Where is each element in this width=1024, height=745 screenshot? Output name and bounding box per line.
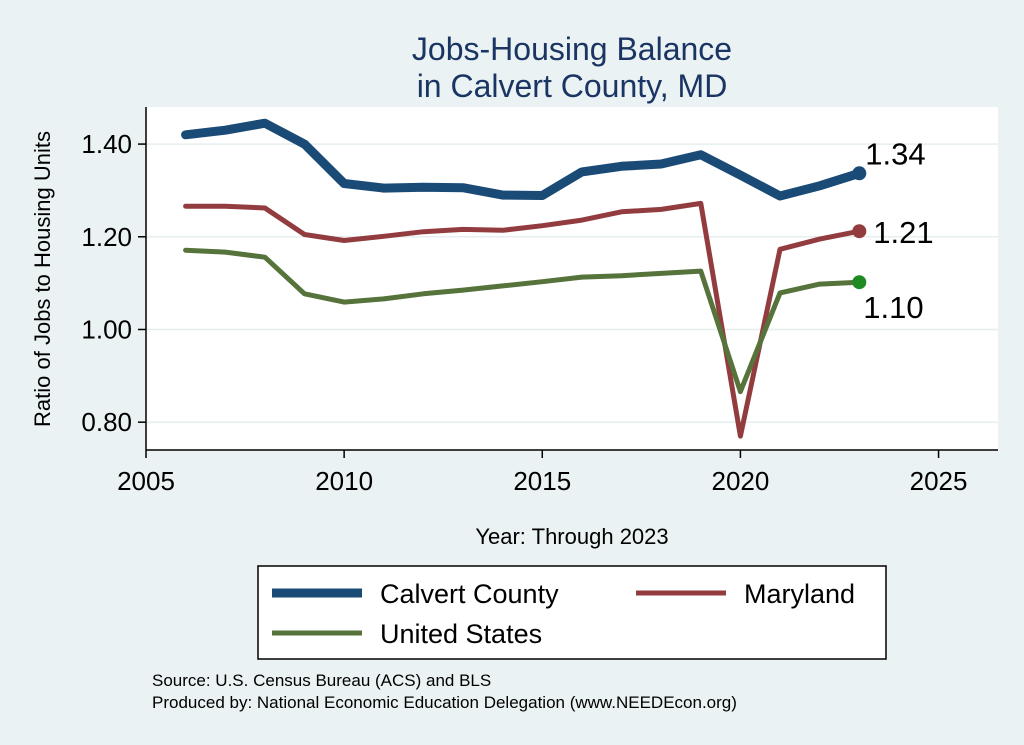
y-tick-label: 0.80 [81, 407, 132, 437]
end-point-united-states [852, 275, 867, 290]
chart-title-line1: Jobs-Housing Balance [412, 31, 732, 67]
end-label-calvert-county: 1.34 [865, 136, 925, 171]
end-point-maryland [852, 224, 867, 239]
end-label-united-states: 1.10 [863, 290, 923, 325]
legend-label: Maryland [744, 579, 855, 609]
series-line-maryland [183, 200, 862, 439]
legend-item-maryland: Maryland [636, 579, 855, 609]
chart-title-line2: in Calvert County, MD [417, 68, 728, 104]
legend-label: Calvert County [380, 579, 559, 609]
y-tick-label: 1.40 [81, 129, 132, 159]
legend: Calvert County Maryland United States [257, 565, 887, 660]
y-tick-label: 1.20 [81, 222, 132, 252]
x-axis-label: Year: Through 2023 [475, 524, 668, 549]
source-note: Source: U.S. Census Bureau (ACS) and BLS [152, 671, 491, 690]
legend-box [257, 565, 887, 660]
x-tick-label: 2025 [910, 466, 968, 496]
y-tick-label: 1.00 [81, 314, 132, 344]
legend-label: United States [380, 619, 542, 649]
end-label-maryland: 1.21 [873, 215, 933, 250]
y-axis-label: Ratio of Jobs to Housing Units [30, 131, 55, 427]
x-tick-label: 2020 [711, 466, 769, 496]
end-point-calvert-county [852, 166, 867, 181]
tick-labels: 0.80 1.00 1.20 1.40 2005 2010 2015 2020 2025 [81, 129, 967, 496]
x-tick-label: 2015 [513, 466, 571, 496]
x-tick-label: 2010 [315, 466, 373, 496]
x-tick-label: 2005 [117, 466, 175, 496]
legend-item-united-states: United States [272, 619, 542, 649]
series-lines [181, 118, 864, 439]
producer-note: Produced by: National Economic Education… [152, 693, 737, 712]
axes [138, 107, 998, 458]
series-line-united-states [183, 247, 862, 395]
series-line-calvert-county [181, 118, 864, 201]
end-labels: 1.34 1.21 1.10 [852, 136, 934, 325]
legend-item-calvert-county: Calvert County [272, 579, 559, 609]
